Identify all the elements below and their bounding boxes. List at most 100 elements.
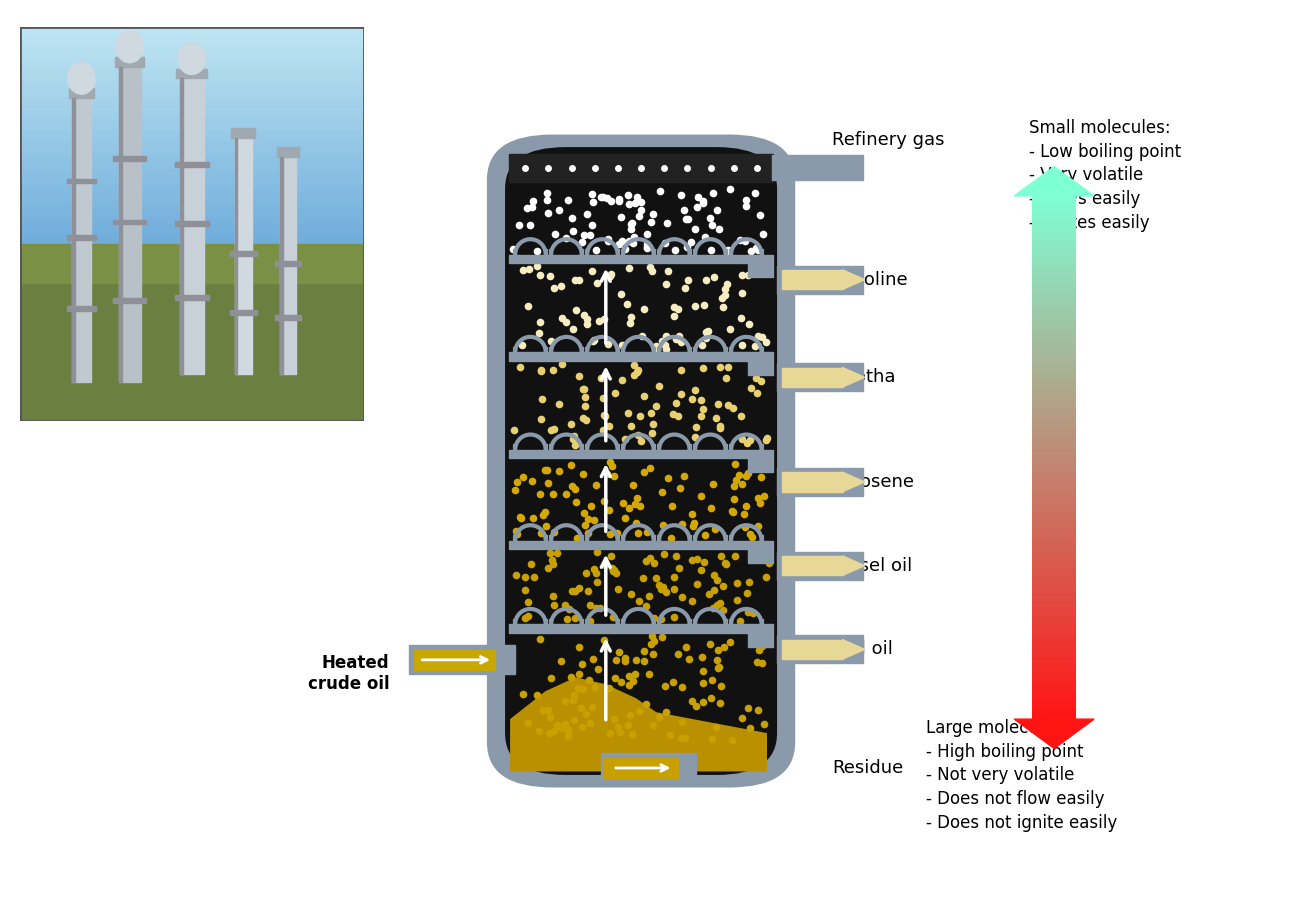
Bar <box>276 315 302 320</box>
Bar <box>1032 288 1076 291</box>
Bar <box>1032 403 1076 406</box>
Bar <box>1032 268 1076 271</box>
Bar <box>1032 623 1076 626</box>
Bar <box>1032 311 1076 313</box>
Bar <box>1032 521 1076 523</box>
Bar <box>1032 258 1076 261</box>
Text: kerosene: kerosene <box>832 473 914 491</box>
Bar <box>1032 576 1076 579</box>
Bar <box>20 177 364 188</box>
Bar <box>1032 386 1076 389</box>
FancyBboxPatch shape <box>488 134 796 787</box>
Bar <box>276 261 302 265</box>
Bar <box>1032 309 1076 312</box>
Bar <box>777 265 863 294</box>
Bar <box>1032 689 1076 691</box>
Bar <box>772 156 863 180</box>
Bar <box>1032 610 1076 612</box>
Text: gasoline: gasoline <box>832 271 909 289</box>
Bar <box>1032 279 1076 282</box>
Bar <box>510 154 774 182</box>
Bar <box>1032 664 1076 667</box>
Bar <box>1032 517 1076 520</box>
Bar <box>1032 419 1076 421</box>
Bar <box>179 79 183 374</box>
Bar <box>1032 516 1076 518</box>
Bar <box>118 67 140 382</box>
Bar <box>1032 317 1076 320</box>
Bar <box>1032 396 1076 399</box>
Bar <box>1032 573 1076 575</box>
Bar <box>1032 487 1076 490</box>
Bar <box>1032 512 1076 515</box>
Bar <box>1032 484 1076 487</box>
Bar <box>1032 439 1076 441</box>
Bar <box>20 99 364 111</box>
Bar <box>1032 535 1076 537</box>
Bar <box>20 167 364 178</box>
Bar <box>1032 200 1076 203</box>
Bar <box>777 468 863 496</box>
Bar <box>20 201 364 213</box>
Bar <box>1032 619 1076 622</box>
Circle shape <box>178 43 205 74</box>
Bar <box>1032 219 1076 222</box>
Bar <box>1032 519 1076 521</box>
Bar <box>1032 284 1076 287</box>
Bar <box>1032 360 1076 362</box>
Bar <box>1032 645 1076 648</box>
Bar <box>1032 666 1076 669</box>
Bar <box>1032 717 1076 719</box>
Bar <box>1032 563 1076 565</box>
Polygon shape <box>1014 719 1095 748</box>
Bar <box>1032 495 1076 496</box>
Bar <box>1032 655 1076 658</box>
Bar <box>1032 316 1076 318</box>
Bar <box>1032 709 1076 712</box>
Bar <box>747 361 773 374</box>
Bar <box>777 363 863 391</box>
Bar <box>1032 572 1076 573</box>
Bar <box>1032 332 1076 334</box>
Bar <box>1032 275 1076 278</box>
Bar <box>1032 641 1076 644</box>
Bar <box>1032 382 1076 385</box>
Bar <box>1032 574 1076 577</box>
Bar <box>1032 326 1076 329</box>
Bar <box>1032 249 1076 252</box>
Bar <box>1032 414 1076 417</box>
Bar <box>1032 221 1076 224</box>
Bar <box>1032 715 1076 718</box>
Bar <box>20 211 364 223</box>
Bar <box>1032 422 1076 425</box>
Bar <box>1032 230 1076 233</box>
Bar <box>1032 650 1076 652</box>
Bar <box>20 206 364 217</box>
Bar <box>20 30 364 42</box>
Bar <box>1032 459 1076 462</box>
Bar <box>783 270 842 289</box>
Bar <box>1032 489 1076 492</box>
Bar <box>1032 213 1076 215</box>
Bar <box>1032 564 1076 567</box>
Bar <box>1032 548 1076 551</box>
Bar <box>1032 242 1076 245</box>
Bar <box>1032 197 1076 199</box>
Bar <box>1032 463 1076 466</box>
Bar <box>1032 251 1076 254</box>
Bar <box>747 632 773 647</box>
Bar <box>1032 456 1076 458</box>
Bar <box>20 162 364 174</box>
Bar <box>1032 424 1076 427</box>
Bar <box>1032 437 1076 439</box>
Bar <box>1032 266 1076 269</box>
Bar <box>1032 522 1076 525</box>
Bar <box>1032 305 1076 308</box>
Bar <box>1032 379 1076 381</box>
Bar <box>1032 696 1076 699</box>
Bar <box>1032 653 1076 656</box>
Bar <box>1032 477 1076 479</box>
Bar <box>1032 232 1076 235</box>
Bar <box>1032 700 1076 703</box>
Bar <box>777 552 863 580</box>
